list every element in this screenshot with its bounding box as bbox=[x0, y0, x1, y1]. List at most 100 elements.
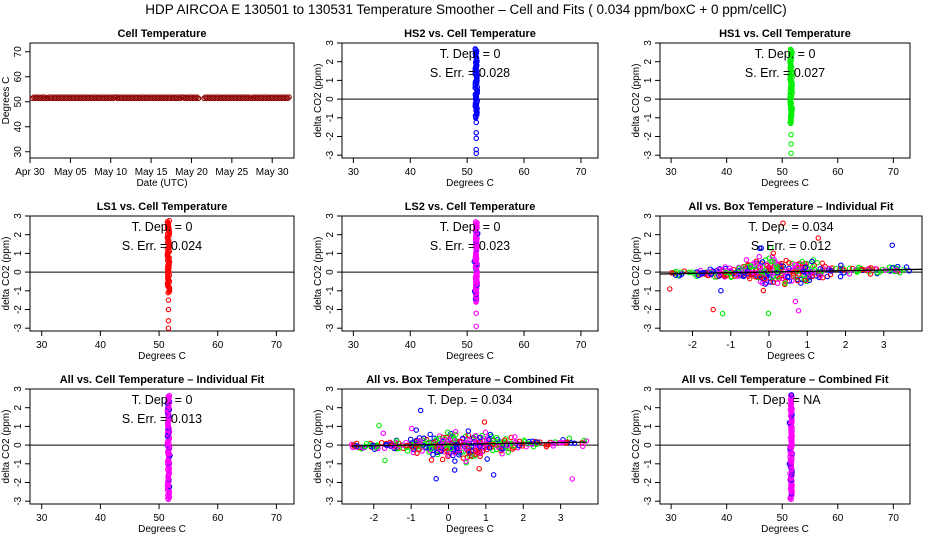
x-tick-label: May 25 bbox=[215, 167, 248, 178]
x-tick-label: 70 bbox=[888, 167, 900, 178]
x-tick-label: 60 bbox=[518, 167, 530, 178]
data-points bbox=[472, 46, 481, 157]
x-tick-label: 40 bbox=[405, 167, 417, 178]
all-point bbox=[452, 428, 459, 435]
y-tick-label: 0 bbox=[325, 96, 336, 102]
all-point bbox=[667, 286, 673, 292]
y-tick-label: -3 bbox=[643, 496, 654, 505]
all-point bbox=[906, 268, 912, 274]
y-tick-label: 1 bbox=[13, 423, 24, 429]
x-axis-label: Date (UTC) bbox=[136, 178, 187, 189]
annotation: T. Dep. = 0 bbox=[440, 47, 501, 61]
y-tick-label: -1 bbox=[325, 286, 336, 295]
plot-frame bbox=[29, 215, 295, 332]
ls1-outlier bbox=[165, 317, 172, 324]
annotation: T. Dep. = 0.034 bbox=[748, 220, 833, 234]
plot-frame bbox=[341, 388, 599, 505]
all-point bbox=[788, 278, 795, 284]
plot-frame bbox=[659, 42, 911, 159]
x-tick-label: 2 bbox=[520, 513, 526, 524]
x-tick-label: May 05 bbox=[54, 167, 87, 178]
all-point bbox=[758, 245, 765, 251]
y-tick-label: -3 bbox=[643, 323, 654, 332]
x-tick-label: -2 bbox=[369, 513, 378, 524]
hs2-outlier bbox=[473, 146, 480, 153]
y-tick-label: 50 bbox=[13, 96, 24, 108]
all-point bbox=[476, 465, 482, 472]
all-point bbox=[444, 448, 450, 454]
all-point bbox=[838, 262, 844, 269]
all-point bbox=[897, 269, 903, 276]
annotation: T. Dep. = 0 bbox=[132, 220, 193, 234]
all-point bbox=[490, 436, 496, 443]
all-point bbox=[583, 438, 590, 444]
all-point bbox=[550, 440, 557, 447]
y-tick-label: 2 bbox=[13, 404, 24, 410]
panel-title: All vs. Box Temperature – Individual Fit bbox=[688, 201, 894, 213]
y-axis-label: delta CO2 (ppm) bbox=[313, 237, 324, 311]
all-point bbox=[708, 271, 715, 277]
ls1-outlier bbox=[165, 297, 172, 303]
ls1-outlier bbox=[165, 325, 172, 331]
all-point bbox=[417, 407, 424, 414]
all-point bbox=[382, 457, 388, 464]
annotation: T. Dep. = 0 bbox=[440, 220, 501, 234]
all-point bbox=[465, 428, 472, 434]
all-point bbox=[825, 267, 832, 273]
all-point bbox=[462, 444, 469, 451]
x-axis-label: Degrees C bbox=[446, 524, 494, 535]
x-tick-label: 40 bbox=[95, 340, 107, 351]
x-tick-label: 70 bbox=[575, 340, 587, 351]
all-point bbox=[501, 437, 508, 444]
all-point bbox=[672, 272, 679, 278]
y-tick-label: 0 bbox=[13, 442, 24, 448]
annotation: S. Err. = 0.012 bbox=[751, 239, 831, 253]
all-point bbox=[761, 276, 768, 282]
y-tick-label: 2 bbox=[643, 404, 654, 410]
all-point bbox=[165, 393, 172, 400]
all-point bbox=[508, 434, 514, 441]
all-point bbox=[463, 458, 469, 465]
y-tick-label: 3 bbox=[643, 386, 654, 392]
all-point bbox=[452, 458, 458, 464]
x-tick-label: 40 bbox=[405, 340, 417, 351]
all-point bbox=[846, 271, 853, 277]
all-point bbox=[718, 287, 724, 294]
all-point bbox=[719, 267, 726, 273]
y-tick-label: -3 bbox=[325, 150, 336, 159]
y-tick-label: 1 bbox=[325, 423, 336, 429]
x-tick-label: -1 bbox=[726, 340, 735, 351]
panel-title: HS2 vs. Cell Temperature bbox=[404, 28, 536, 40]
cell-temp-point bbox=[195, 95, 202, 102]
all-point bbox=[762, 281, 768, 287]
all-point bbox=[740, 273, 747, 280]
x-tick-label: 30 bbox=[348, 167, 360, 178]
y-axis-label: delta CO2 (ppm) bbox=[1, 410, 12, 484]
panel-title: All vs. Cell Temperature – Individual Fi… bbox=[60, 374, 265, 386]
all-point bbox=[493, 446, 500, 453]
all-point bbox=[383, 441, 389, 448]
all-point bbox=[482, 429, 489, 436]
cell-temp-point bbox=[194, 94, 200, 100]
all-point bbox=[778, 272, 785, 279]
y-tick-label: 2 bbox=[325, 58, 336, 64]
y-tick-label: 40 bbox=[13, 121, 24, 133]
y-tick-label: 3 bbox=[325, 386, 336, 392]
all-point bbox=[837, 273, 844, 280]
x-tick-label: 50 bbox=[154, 513, 166, 524]
all-point bbox=[441, 449, 448, 455]
all-point bbox=[390, 443, 396, 450]
fit-line bbox=[659, 268, 923, 275]
cell-temp-point bbox=[283, 94, 290, 100]
annotation: T. Dep. = 0 bbox=[132, 393, 193, 407]
all-point bbox=[786, 260, 792, 266]
all-point bbox=[433, 436, 440, 443]
all-point bbox=[430, 451, 436, 458]
x-tick-label: 40 bbox=[721, 167, 733, 178]
all-point bbox=[469, 453, 475, 459]
y-tick-label: 0 bbox=[325, 269, 336, 275]
y-tick-label: -1 bbox=[325, 459, 336, 468]
all-point bbox=[751, 260, 758, 266]
all-point bbox=[801, 276, 808, 282]
